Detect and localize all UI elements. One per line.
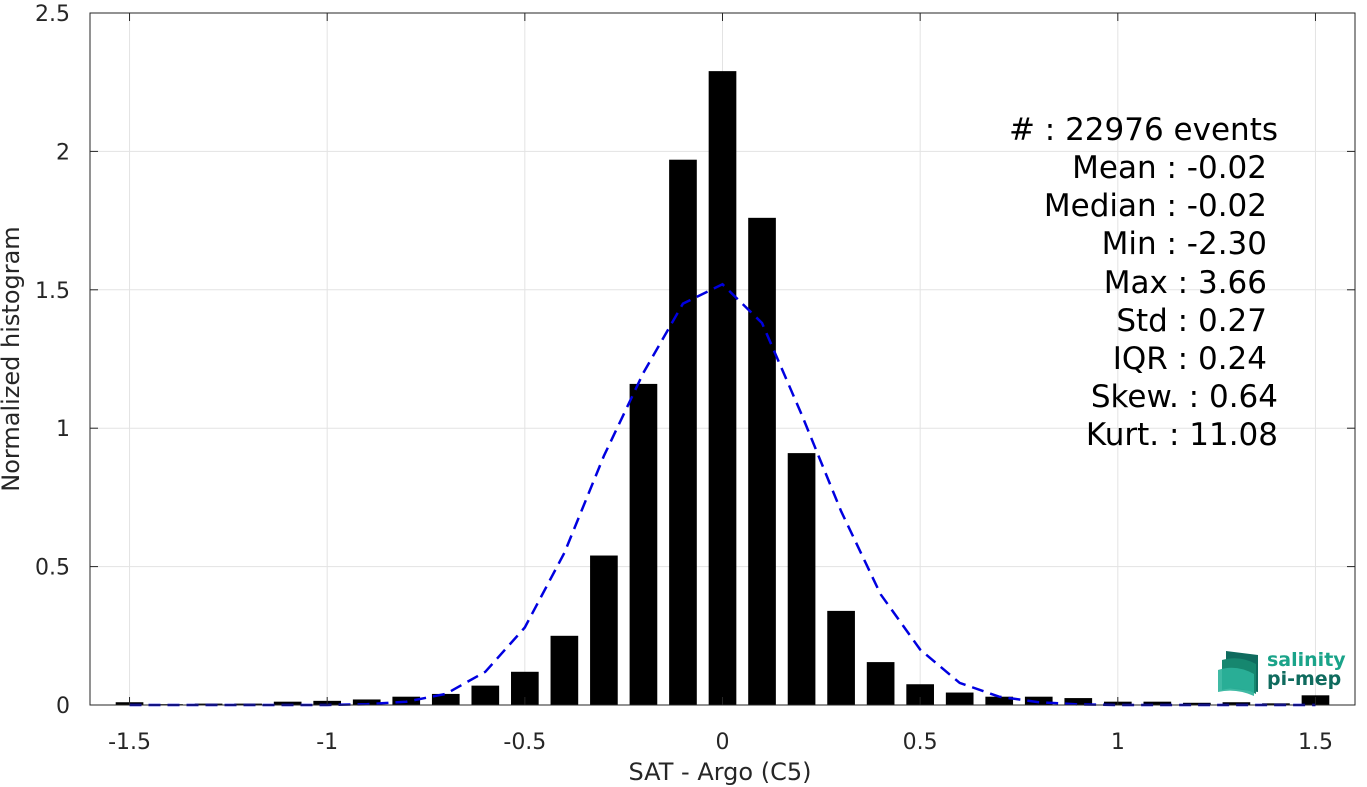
histogram-bar bbox=[273, 701, 302, 705]
x-axis-ticks: -1.5 -1 -0.5 0 0.5 1 1.5 bbox=[108, 13, 1333, 755]
y-tick-label: 0 bbox=[56, 694, 70, 719]
histogram-bar bbox=[708, 71, 737, 706]
y-tick-label: 2 bbox=[56, 140, 70, 165]
x-tick-label: -1 bbox=[316, 730, 338, 755]
histogram-bar bbox=[945, 692, 974, 705]
x-tick-label: 1 bbox=[1111, 730, 1125, 755]
stats-median: Median : -0.02 bbox=[1044, 188, 1267, 224]
histogram-bar bbox=[352, 699, 381, 705]
stats-skew: Skew. : 0.64 bbox=[1091, 379, 1278, 415]
histogram-bars bbox=[115, 71, 1330, 706]
histogram-bar bbox=[1222, 702, 1251, 705]
histogram-bar bbox=[787, 453, 816, 705]
histogram-bar bbox=[827, 610, 855, 705]
histogram-bar bbox=[550, 635, 579, 705]
stats-max: Max : 3.66 bbox=[1104, 265, 1267, 301]
stats-min: Min : -2.30 bbox=[1102, 226, 1267, 262]
x-axis-label: SAT - Argo (C5) bbox=[629, 758, 812, 786]
stats-iqr: IQR : 0.24 bbox=[1113, 341, 1267, 377]
x-tick-label: 0.5 bbox=[903, 730, 938, 755]
histogram-bar bbox=[1024, 696, 1053, 705]
x-tick-label: 1.5 bbox=[1298, 730, 1333, 755]
logo-pimep-text: pi-mep bbox=[1267, 668, 1341, 690]
y-axis-label: Normalized histogram bbox=[0, 226, 25, 491]
x-tick-label: 0 bbox=[716, 730, 730, 755]
stats-std: Std : 0.27 bbox=[1116, 303, 1267, 339]
histogram-bar bbox=[906, 684, 934, 705]
x-tick-label: -0.5 bbox=[503, 730, 546, 755]
x-tick-label: -1.5 bbox=[108, 730, 151, 755]
histogram-bar bbox=[985, 696, 1014, 705]
histogram-bar bbox=[1183, 702, 1211, 705]
stats-box: # : 22976 events Mean : -0.02 Median : -… bbox=[1009, 112, 1278, 453]
histogram-bar bbox=[866, 662, 895, 705]
stats-mean: Mean : -0.02 bbox=[1072, 150, 1267, 186]
histogram-bar bbox=[1064, 698, 1093, 705]
y-tick-label: 0.5 bbox=[35, 556, 70, 581]
histogram-bar bbox=[1143, 701, 1172, 705]
y-tick-label: 2.5 bbox=[35, 2, 70, 27]
histogram-bar bbox=[669, 159, 697, 706]
stats-events: # : 22976 events bbox=[1009, 112, 1278, 148]
logo-salinity-text: salinity bbox=[1267, 649, 1346, 671]
salinity-pimep-logo: salinity pi-mep bbox=[1218, 649, 1346, 696]
histogram-bar bbox=[748, 217, 776, 705]
y-tick-label: 1.5 bbox=[35, 279, 70, 304]
y-tick-label: 1 bbox=[56, 417, 70, 442]
histogram-bar bbox=[590, 555, 618, 705]
y-axis-ticks: 0 0.5 1 1.5 2 2.5 bbox=[35, 2, 1355, 719]
histogram-bar bbox=[471, 685, 500, 705]
histogram-bar bbox=[431, 693, 460, 705]
logo-wave-icon bbox=[1218, 651, 1258, 696]
stats-kurt: Kurt. : 11.08 bbox=[1086, 417, 1278, 453]
histogram-bar bbox=[629, 383, 658, 705]
